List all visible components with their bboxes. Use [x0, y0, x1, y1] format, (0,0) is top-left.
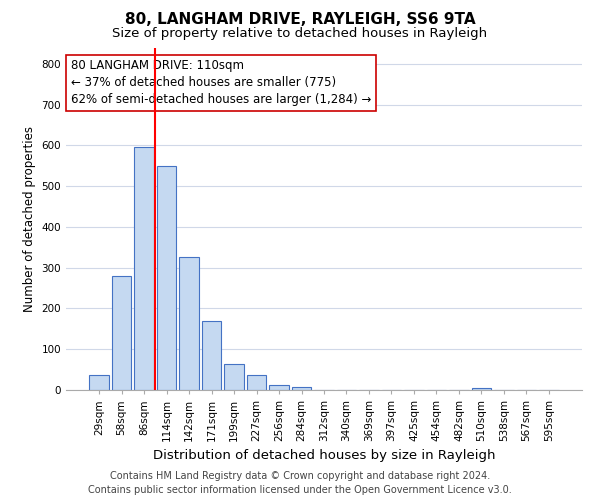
Bar — [157, 166, 176, 390]
Text: Size of property relative to detached houses in Rayleigh: Size of property relative to detached ho… — [112, 28, 488, 40]
Bar — [224, 364, 244, 390]
Bar — [247, 374, 266, 390]
Bar — [179, 258, 199, 390]
Text: 80, LANGHAM DRIVE, RAYLEIGH, SS6 9TA: 80, LANGHAM DRIVE, RAYLEIGH, SS6 9TA — [125, 12, 475, 28]
Text: Contains HM Land Registry data © Crown copyright and database right 2024.
Contai: Contains HM Land Registry data © Crown c… — [88, 471, 512, 495]
Bar — [89, 374, 109, 390]
Bar — [269, 384, 289, 390]
Y-axis label: Number of detached properties: Number of detached properties — [23, 126, 36, 312]
Bar — [112, 276, 131, 390]
X-axis label: Distribution of detached houses by size in Rayleigh: Distribution of detached houses by size … — [153, 450, 495, 462]
Bar — [472, 388, 491, 390]
Bar — [202, 320, 221, 390]
Text: 80 LANGHAM DRIVE: 110sqm
← 37% of detached houses are smaller (775)
62% of semi-: 80 LANGHAM DRIVE: 110sqm ← 37% of detach… — [71, 60, 371, 106]
Bar — [292, 386, 311, 390]
Bar — [134, 148, 154, 390]
